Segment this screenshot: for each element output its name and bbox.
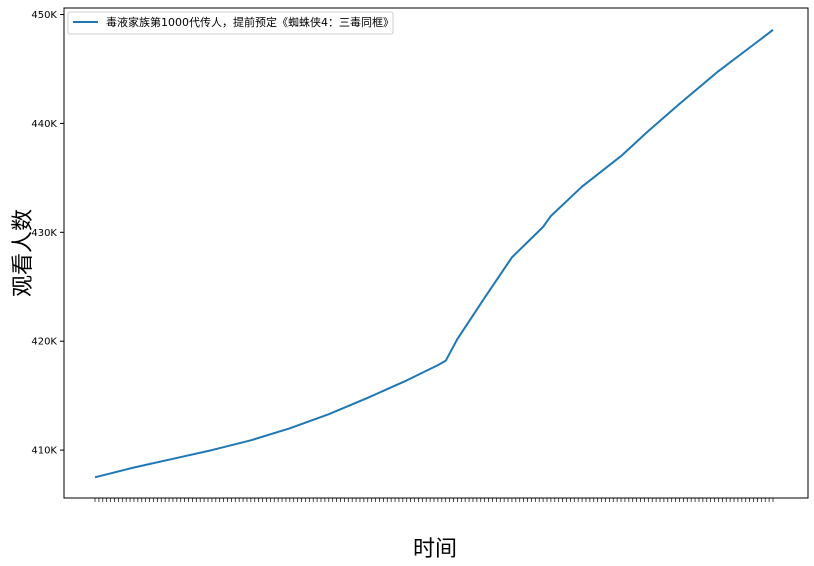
y-axis-label: 观看人数 (11, 209, 36, 297)
y-axis: 410K 420K 430K 440K 450K (31, 10, 64, 457)
y-tick-label: 440K (31, 119, 57, 130)
plot-area (63, 7, 809, 499)
x-axis (94, 498, 774, 502)
y-tick-label: 450K (31, 10, 57, 21)
y-tick-label: 420K (31, 337, 57, 348)
y-tick-label: 430K (31, 228, 57, 239)
y-tick-label: 410K (31, 446, 57, 457)
x-axis-label: 时间 (413, 537, 457, 562)
series-line (94, 28, 774, 479)
legend: 毒液家族第1000代传人，提前预定《蜘蛛侠4：三毒同框》 (67, 11, 394, 35)
legend-box (67, 11, 394, 35)
legend-label: 毒液家族第1000代传人，提前预定《蜘蛛侠4：三毒同框》 (106, 15, 394, 29)
